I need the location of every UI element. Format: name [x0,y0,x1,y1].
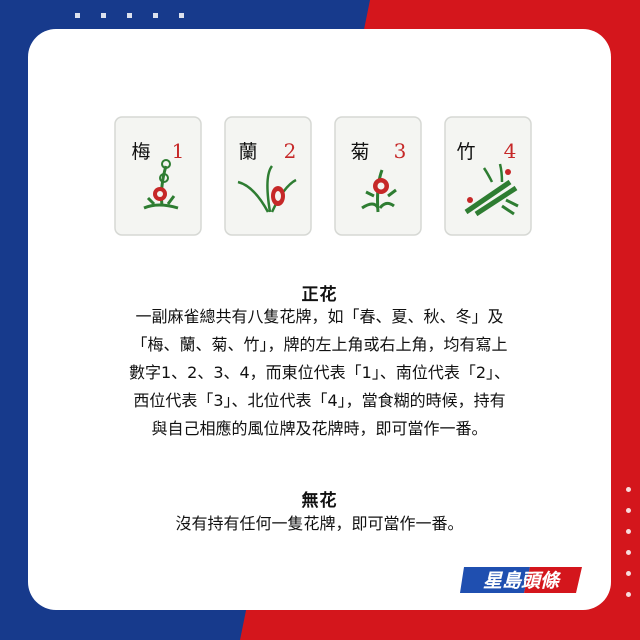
body-line: 數字1、2、3、4，而東位代表「1」、南位代表「2」、 [128,363,511,382]
section-body-zhenghua: 一副麻雀總共有八隻花牌，如「春、夏、秋、冬」及 「梅、蘭、菊、竹」，牌的左上角或… [28,303,611,443]
body-line: 與自己相應的風位牌及花牌時，即可當作一番。 [151,419,488,438]
mahjong-tile-chrysanthemum: 菊 3 [334,116,422,236]
body-line: 一副麻雀總共有八隻花牌，如「春、夏、秋、冬」及 [135,307,504,326]
mahjong-tile-plum: 梅 1 [114,116,202,236]
section-title-wuhua: 無花 [301,491,338,511]
tile-number: 2 [284,139,297,163]
tile-char: 菊 [350,141,369,163]
tile-char: 梅 [131,141,150,163]
tile-char: 蘭 [238,141,257,163]
logo-text: 星島頭條 [483,570,562,592]
section-body-wuhua: 沒有持有任何一隻花牌，即可當作一番。 [28,510,611,538]
section-title-zhenghua: 正花 [301,285,338,305]
tile-number: 1 [172,139,185,163]
body-line: 沒有持有任何一隻花牌，即可當作一番。 [175,514,464,533]
mahjong-tile-bamboo: 竹 4 [444,116,532,236]
tile-number: 4 [504,139,517,163]
mahjong-tiles: 梅 1 蘭 2 [114,116,532,238]
mahjong-tile-orchid: 蘭 2 [224,116,312,236]
tile-number: 3 [394,139,407,163]
decorative-dots-right [626,487,631,597]
body-line: 「梅、蘭、菊、竹」，牌的左上角或右上角，均有寫上 [131,335,508,354]
body-line: 西位代表「3」、北位代表「4」，當食糊的時候，持有 [133,391,506,410]
decorative-dots-top [75,13,184,18]
tile-char: 竹 [456,141,475,163]
brand-logo: 星島頭條 [460,565,582,595]
content-card: 梅 1 蘭 2 [28,29,611,610]
